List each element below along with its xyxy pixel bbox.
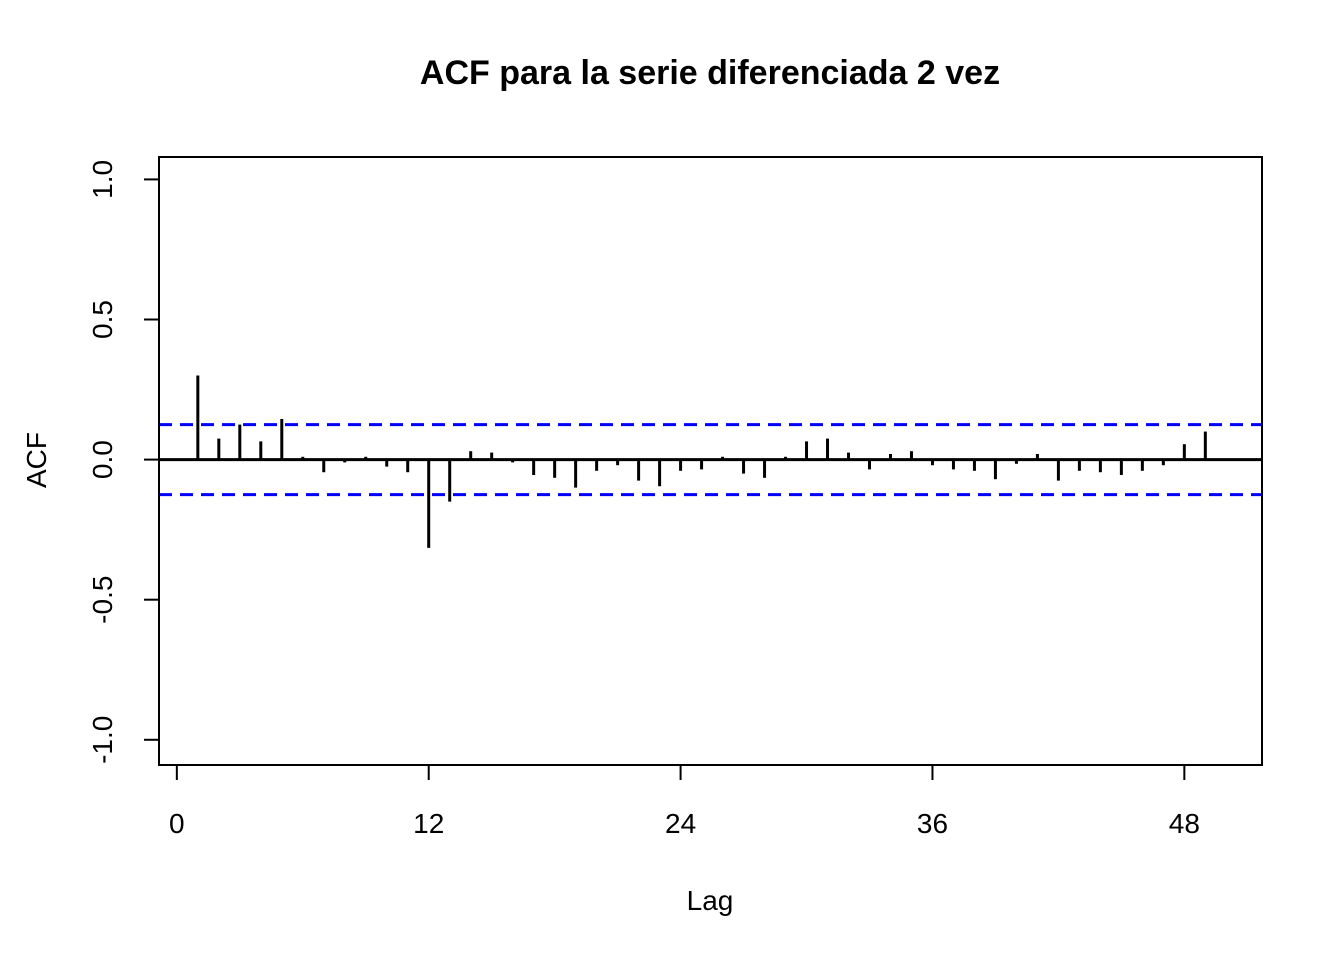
x-axis-label: Lag: [687, 885, 734, 916]
x-tick-label: 24: [665, 808, 696, 839]
y-axis-ticks: -1.0 -0.5 0.0 0.5 1.0: [87, 160, 159, 764]
x-tick-label: 36: [917, 808, 948, 839]
x-tick-label: 48: [1169, 808, 1200, 839]
y-tick-label: 1.0: [87, 160, 118, 199]
plot-area: 0 12 24 36 48 -1.0 -0.5 0.0 0.5 1.0: [87, 156, 1263, 839]
x-tick-label: 12: [413, 808, 444, 839]
y-tick-label: -1.0: [87, 716, 118, 764]
y-tick-label: 0.0: [87, 440, 118, 479]
y-axis-label: ACF: [21, 432, 52, 488]
plot-border: [158, 156, 1263, 766]
x-tick-label: 0: [169, 808, 185, 839]
x-axis-ticks: 0 12 24 36 48: [169, 765, 1200, 839]
y-tick-label: -0.5: [87, 576, 118, 624]
chart-title: ACF para la serie diferenciada 2 vez: [420, 54, 1000, 92]
y-tick-label: 0.5: [87, 300, 118, 339]
acf-stems: [196, 375, 1228, 548]
